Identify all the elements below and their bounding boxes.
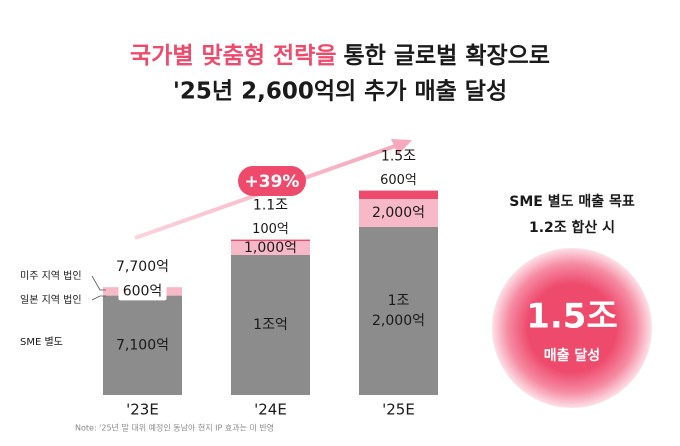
x-tick-label: '23E: [126, 401, 159, 419]
target-line2: 1.2조 합산 시: [529, 219, 615, 236]
legend-label: 일본 지역 법인: [20, 294, 82, 306]
arrow-head: [391, 139, 412, 155]
title: 국가별 맞춤형 전략을 통한 글로벌 확장으로: [130, 43, 550, 69]
legend-label: SME 별도: [20, 336, 63, 348]
growth-badge: [238, 166, 306, 196]
bar-segment: [103, 295, 182, 395]
subtitle: '25년 2,600억의 추가 매출 달성: [173, 79, 507, 105]
target-value: 1.5조: [526, 297, 618, 337]
value-label: 1조억: [253, 317, 288, 333]
bar-segment: [231, 255, 310, 395]
total-label: 1.5조: [381, 149, 416, 165]
value-label: 100억: [252, 222, 289, 237]
x-tick-label: '24E: [254, 401, 287, 419]
label-box: [118, 282, 167, 301]
bar-segment: [359, 190, 438, 199]
total-label: 7,700억: [116, 259, 169, 275]
target-line1: SME 별도 매출 목표: [509, 193, 635, 210]
value-label: 600억: [123, 283, 163, 299]
target-circle: [492, 248, 652, 408]
bar-segment: [359, 227, 438, 395]
legend-label: 미주 지역 법인: [20, 270, 82, 282]
value-label: 1,000억: [244, 240, 297, 256]
legend-connector: [91, 275, 106, 291]
title-rest: 통한 글로벌 확장으로: [344, 43, 550, 69]
value-label: 2,000억: [372, 205, 425, 221]
legend-connector: [91, 295, 106, 301]
bar-segment: [359, 199, 438, 227]
value-label: 7,100억: [116, 337, 169, 353]
target-caption: 매출 달성: [544, 347, 600, 364]
x-tick-label: '25E: [382, 401, 415, 419]
note: Note: '25년 말 대위 예정인 동남아 현지 IP 효과는 미 반영: [75, 423, 274, 433]
growth-annotation: +39%: [245, 172, 300, 192]
value-label: 600억: [380, 173, 417, 188]
title-highlight: 국가별 맞춤형 전략을: [130, 43, 336, 69]
bar-segment: [231, 241, 310, 255]
total-label: 1.1조: [253, 198, 288, 214]
bar-segment: [231, 239, 310, 241]
value-label: 1조 2,000억: [372, 293, 425, 329]
